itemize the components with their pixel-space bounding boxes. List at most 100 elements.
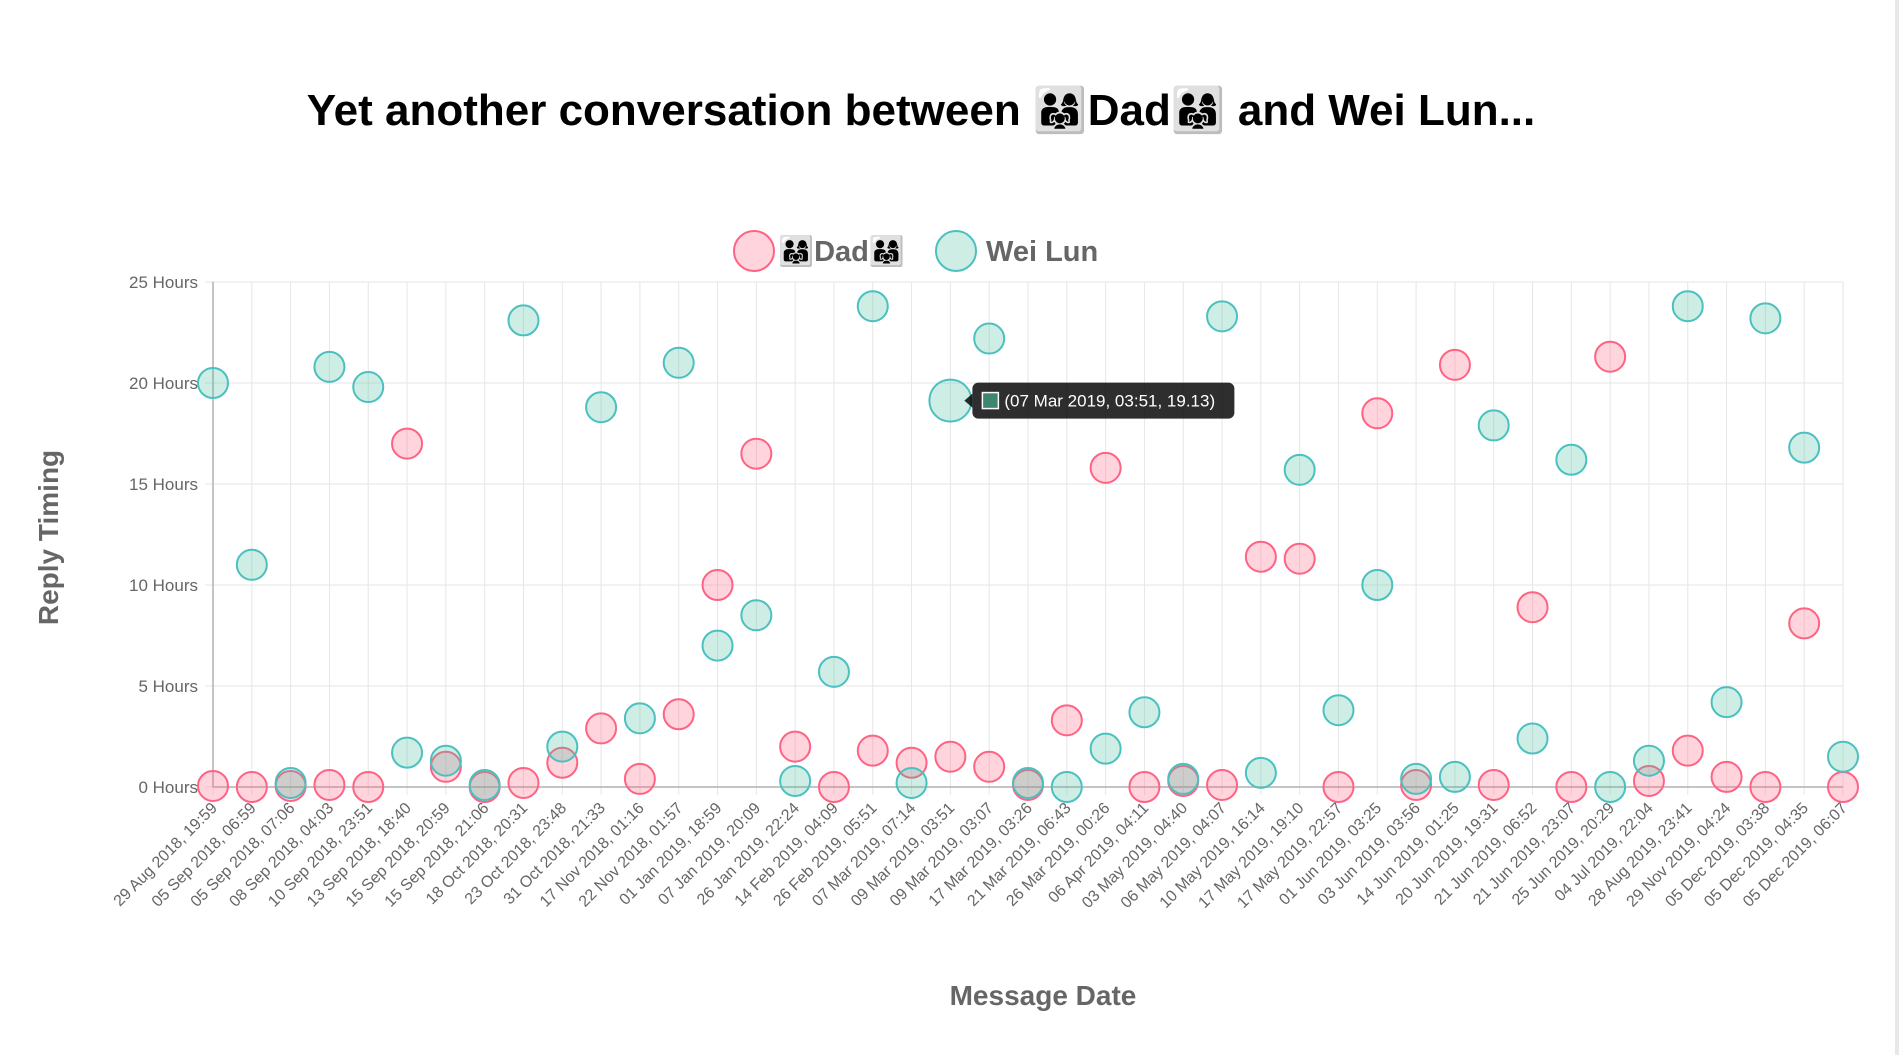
wei-lun-point[interactable] — [235, 548, 268, 581]
wei-lun-point[interactable] — [1128, 696, 1161, 729]
legend-label[interactable]: 👨‍👩‍👧Dad👨‍👩‍👧 — [778, 234, 905, 268]
wei-lun-point[interactable] — [507, 304, 540, 337]
x-axis-title: Message Date — [950, 980, 1137, 1011]
wei-lun-point[interactable] — [1710, 686, 1743, 719]
wei-lun-point[interactable] — [623, 702, 656, 735]
dad-point[interactable] — [817, 771, 850, 803]
wei-lun-point[interactable] — [197, 367, 229, 399]
page-title: Yet another conversation between 👨‍👩‍👧Da… — [306, 86, 1536, 135]
dad-point[interactable] — [1710, 760, 1743, 793]
wei-lun-point[interactable] — [1244, 756, 1277, 789]
wei-lun-point[interactable] — [1438, 760, 1471, 793]
dad-point[interactable] — [585, 712, 618, 745]
legend-swatch[interactable] — [935, 230, 977, 272]
wei-lun-point[interactable] — [1322, 694, 1355, 727]
dad-point[interactable] — [934, 740, 967, 773]
dad-point[interactable] — [1128, 771, 1161, 803]
wei-lun-point[interactable] — [1516, 722, 1549, 755]
dad-point[interactable] — [352, 771, 385, 803]
wei-lun-point[interactable] — [1477, 409, 1510, 442]
dad-point[interactable] — [623, 762, 656, 795]
dad-point[interactable] — [391, 427, 424, 460]
dad-point[interactable] — [313, 768, 346, 801]
wei-lun-point[interactable] — [546, 730, 579, 763]
dad-point[interactable] — [1788, 607, 1821, 640]
axes: 0 Hours 5 Hours 10 Hours 15 Hours 20 Hours 25… — [33, 273, 1851, 1011]
wei-lun-point[interactable] — [1749, 302, 1782, 335]
dad-point[interactable] — [1050, 704, 1083, 737]
wei-lun-point[interactable] — [895, 766, 928, 799]
wei-lun-point[interactable] — [1400, 762, 1433, 795]
y-tick-label: 15 Hours — [129, 475, 198, 494]
dad-point[interactable] — [1089, 451, 1122, 484]
y-tick-label: 0 Hours — [138, 778, 198, 797]
dad-point[interactable] — [1516, 591, 1549, 624]
wei-lun-point[interactable] — [429, 744, 462, 777]
dad-point[interactable] — [662, 698, 695, 731]
wei-lun-point[interactable] — [1050, 771, 1083, 803]
wei-lun-point[interactable] — [1632, 744, 1665, 777]
dad-point[interactable] — [235, 771, 268, 803]
wei-lun-point[interactable] — [468, 768, 501, 801]
wei-lun-point[interactable] — [973, 322, 1006, 355]
dad-point[interactable] — [1477, 768, 1510, 801]
wei-lun-point[interactable] — [1361, 569, 1394, 601]
dad-point[interactable] — [546, 746, 579, 779]
data-points — [197, 290, 1859, 803]
wei-lun-point[interactable] — [1089, 732, 1122, 765]
y-tick-label: 25 Hours — [129, 273, 198, 292]
wei-lun-point[interactable] — [1788, 431, 1821, 464]
wei-lun-point[interactable] — [274, 766, 307, 799]
wei-lun-point[interactable] — [662, 346, 695, 379]
wei-lun-point[interactable] — [1012, 766, 1044, 799]
legend-label[interactable]: Wei Lun — [986, 236, 1098, 268]
dad-point[interactable] — [856, 734, 889, 767]
wei-lun-point[interactable] — [391, 736, 424, 769]
dad-point[interactable] — [1827, 771, 1859, 803]
wei-lun-point[interactable] — [313, 350, 346, 383]
tooltip-caret — [964, 393, 973, 408]
dad-point[interactable] — [197, 769, 229, 802]
dad-point[interactable] — [1361, 397, 1394, 430]
wei-lun-point[interactable] — [1827, 740, 1859, 773]
dad-point[interactable] — [1555, 771, 1588, 803]
wei-lun-point[interactable] — [701, 629, 734, 662]
wei-lun-point[interactable] — [856, 290, 889, 323]
dad-point[interactable] — [973, 750, 1006, 783]
dad-point[interactable] — [1322, 771, 1355, 803]
dad-point[interactable] — [1671, 734, 1704, 767]
wei-lun-point[interactable] — [817, 655, 850, 688]
wei-lun-point[interactable] — [1283, 453, 1316, 486]
wei-lun-point[interactable] — [779, 764, 812, 797]
dad-point[interactable] — [1594, 340, 1627, 373]
legend-swatch[interactable] — [733, 230, 775, 272]
dad-point[interactable] — [779, 730, 812, 763]
y-tick-label: 20 Hours — [129, 374, 198, 393]
wei-lun-point[interactable] — [1206, 300, 1239, 333]
tooltip-text: (07 Mar 2019, 03:51, 19.13) — [1004, 392, 1215, 411]
dad-point[interactable] — [701, 569, 734, 601]
wei-lun-point[interactable] — [1555, 443, 1588, 476]
wei-lun-point[interactable] — [1671, 290, 1704, 323]
y-axis-title: Reply Timing — [33, 450, 64, 625]
tooltip-swatch — [981, 391, 1000, 410]
y-tick-label: 5 Hours — [138, 677, 198, 696]
dad-point[interactable] — [740, 437, 773, 470]
legend[interactable]: 👨‍👩‍👧Dad👨‍👩‍👧 Wei Lun — [733, 230, 1098, 272]
dad-point[interactable] — [1749, 771, 1782, 803]
wei-lun-point[interactable] — [740, 599, 773, 632]
wei-lun-point[interactable] — [1167, 762, 1200, 795]
page-scrollbar[interactable] — [1895, 0, 1899, 1055]
wei-lun-point[interactable] — [352, 371, 385, 404]
y-tick-label: 10 Hours — [129, 576, 198, 595]
tooltip-box — [972, 382, 1235, 419]
wei-lun-point[interactable] — [585, 391, 618, 424]
dad-point[interactable] — [1244, 540, 1277, 573]
dad-point[interactable] — [1206, 768, 1239, 801]
dad-point[interactable] — [1283, 542, 1316, 575]
dad-point[interactable] — [507, 766, 540, 799]
tooltip: (07 Mar 2019, 03:51, 19.13) — [964, 382, 1235, 419]
dad-point[interactable] — [1438, 348, 1471, 381]
wei-lun-point[interactable] — [1594, 771, 1627, 803]
